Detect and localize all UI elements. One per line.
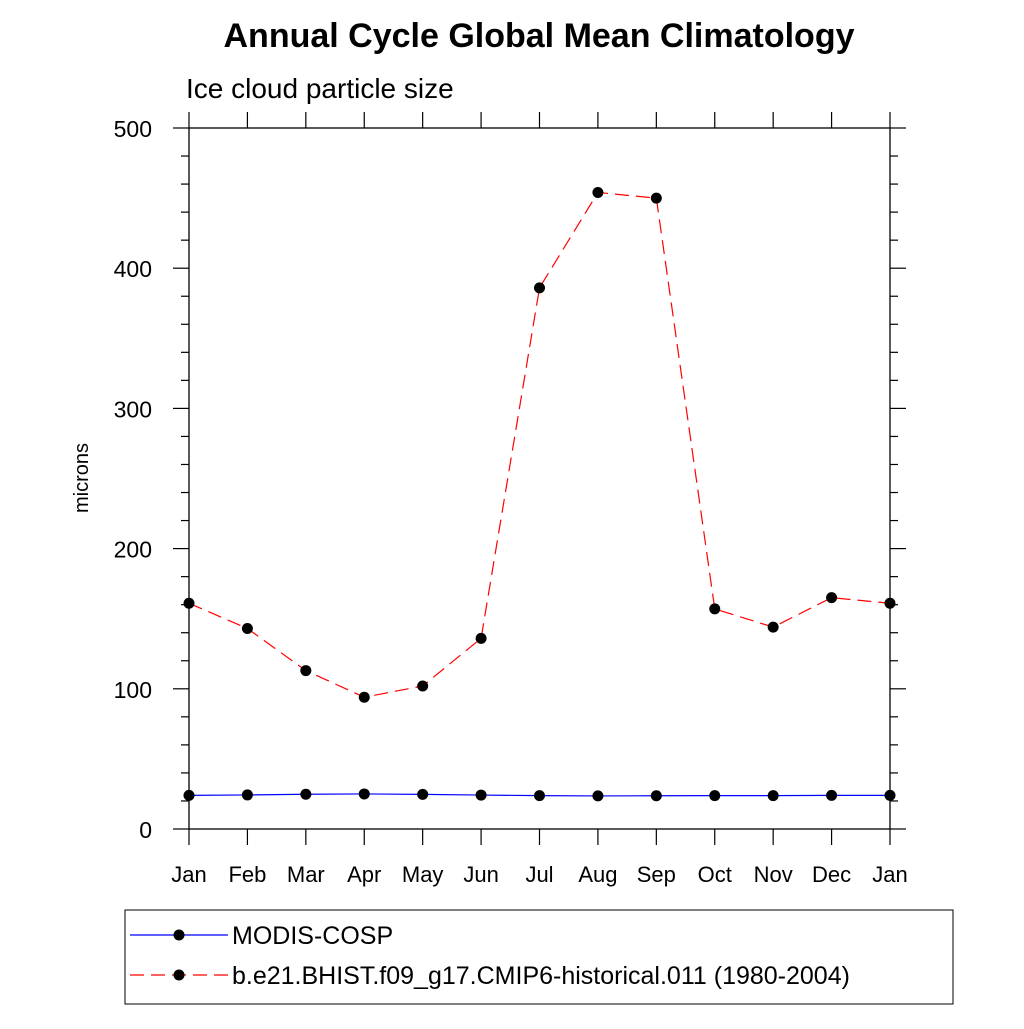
series-0-point [709,790,721,802]
series-line-1 [188,191,891,698]
series-1-point [358,691,370,703]
series-1-point [709,603,721,615]
y-tick-label: 500 [114,116,152,142]
series-0-point [767,790,779,802]
series-1-point [592,186,604,198]
x-tick-label: May [402,862,444,887]
x-tick-label: Dec [812,862,851,887]
x-tick-label: Oct [698,862,732,887]
x-tick-label: Jan [872,862,907,887]
legend-label-0: MODIS-COSP [232,922,393,950]
legend-marker-0 [173,929,185,941]
series-1-point [826,592,838,604]
legend-marker-1 [173,969,185,981]
chart-subtitle: Ice cloud particle size [186,73,454,104]
legend-label-1: b.e21.BHIST.f09_g17.CMIP6-historical.011… [232,962,850,990]
series-0-point [592,790,604,802]
series-0-point [183,789,195,801]
series-0-point [826,789,838,801]
series-1-point [300,665,312,677]
x-tick-label: Aug [578,862,617,887]
series-0-point [358,788,370,800]
y-tick-label: 300 [114,396,152,422]
series-1-point [767,621,779,633]
x-tick-label: Sep [637,862,676,887]
x-tick-label: Jan [171,862,206,887]
x-tick-label: Jul [525,862,553,887]
plot-area: 0 100 200 300 400 500 Jan Feb Mar Apr May Jun Jul Aug… [114,112,908,887]
y-tick-label: 200 [114,537,152,563]
y-tick-label: 400 [114,256,152,282]
series-0-point [300,788,312,800]
chart-title: Annual Cycle Global Mean Climatology [224,17,855,55]
plot-frame [188,127,891,830]
series-0-point [884,789,896,801]
series-1-point [534,282,545,294]
series-0-point [475,789,487,801]
y-axis-label: microns [71,443,93,513]
x-tick-label: Apr [347,862,381,887]
series-1-point [884,597,896,609]
legend: MODIS-COSP b.e21.BHIST.f09_g17.CMIP6-hist… [124,909,954,1005]
series-0-point [241,789,253,801]
series-1-point [475,632,487,644]
legend-box [124,909,954,1005]
x-tick-label: Jun [463,862,498,887]
y-tick-label: 0 [139,817,152,843]
series-1-point [650,192,662,204]
x-tick-label: Feb [228,862,266,887]
series-0-point [650,790,662,802]
series-1-point [241,623,253,635]
series-0-point [417,788,429,800]
series-0-point [534,790,545,802]
x-tick-label: Nov [754,862,793,887]
series-1-point [183,597,195,609]
series-1-point [417,680,429,692]
y-tick-label: 100 [114,677,152,703]
x-tick-label: Mar [287,862,325,887]
